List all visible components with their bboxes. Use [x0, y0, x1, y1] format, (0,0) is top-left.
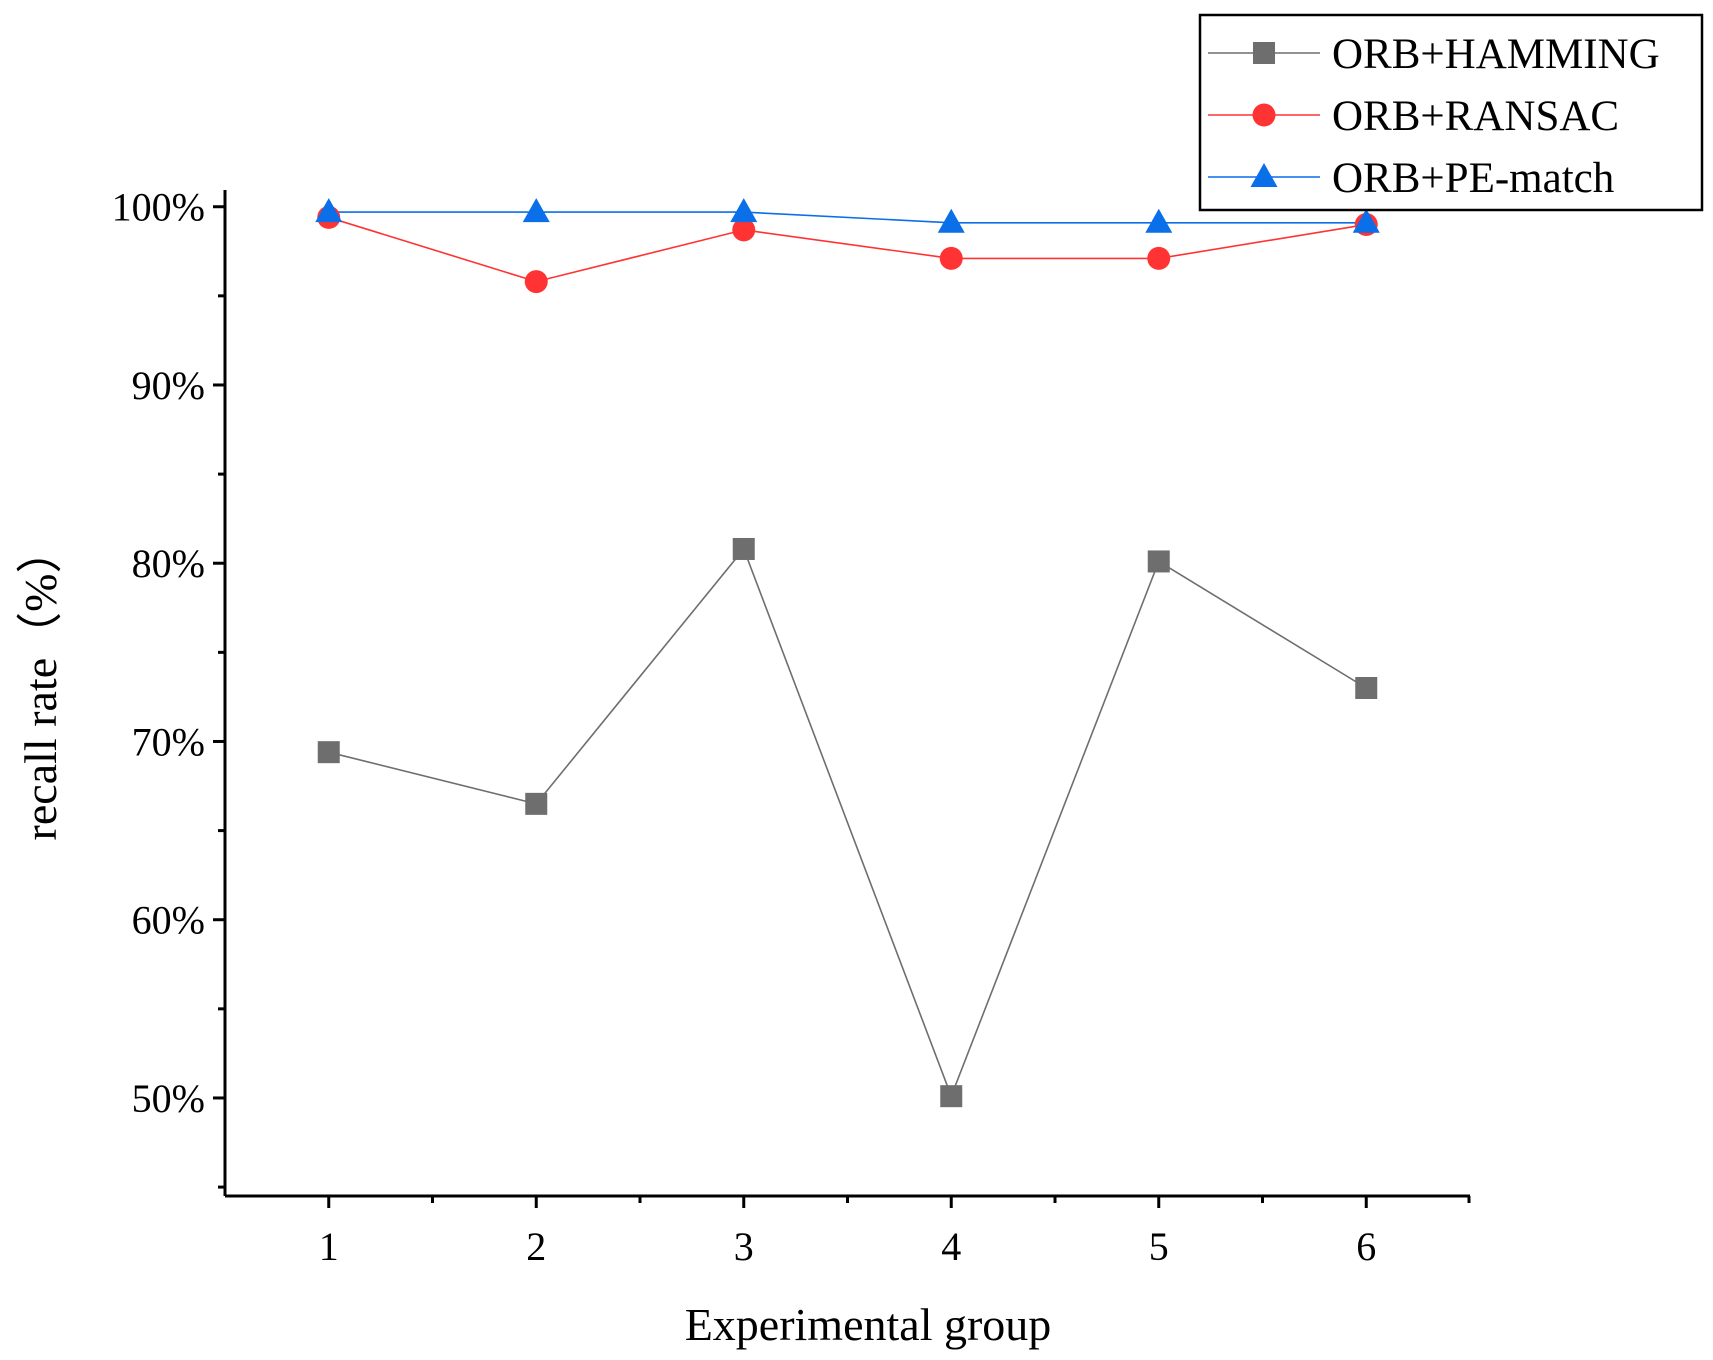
x-tick-label: 3	[734, 1224, 754, 1269]
data-point-s1-4	[940, 1085, 963, 1108]
y-axis-title: recall rate（%）	[15, 528, 66, 841]
data-point-s2-5	[1147, 246, 1171, 270]
x-tick-label: 6	[1356, 1224, 1376, 1269]
data-point-s2-2	[524, 270, 548, 294]
legend-label-1: ORB+HAMMING	[1332, 31, 1660, 78]
x-tick-label: 2	[526, 1224, 546, 1269]
x-axis-title: Experimental group	[685, 1299, 1052, 1350]
data-point-s3-6	[1352, 208, 1380, 233]
ticks: 50% 60% 70% 80% 90% 100% 1 2 3 4 5 6	[112, 185, 1471, 1269]
series-lines	[328, 211, 1367, 1099]
legend-label-3: ORB+PE-match	[1332, 155, 1614, 202]
series-line-1	[328, 547, 1367, 1099]
y-tick-label: 100%	[112, 185, 205, 230]
data-point-s3-3	[730, 198, 758, 223]
data-point-s2-3	[732, 218, 756, 242]
legend-label-2: ORB+RANSAC	[1332, 93, 1619, 140]
y-tick-label: 80%	[132, 541, 205, 586]
data-point-s1-6	[1355, 677, 1378, 699]
data-point-s3-1	[315, 198, 343, 223]
legend: ORB+HAMMING ORB+RANSAC ORB+PE-match	[1198, 13, 1704, 212]
axes	[223, 190, 1470, 1198]
data-point-s1-2	[525, 792, 548, 815]
series-markers	[315, 198, 1380, 1108]
data-point-s1-5	[1147, 550, 1170, 573]
x-tick-label: 1	[319, 1224, 339, 1269]
data-point-s1-1	[317, 741, 340, 764]
data-point-s3-2	[522, 198, 550, 223]
legend-marker-3	[1250, 163, 1278, 187]
y-tick-label: 70%	[132, 719, 205, 764]
x-tick-label: 5	[1149, 1224, 1169, 1269]
x-tick-label: 4	[941, 1224, 961, 1269]
legend-marker-2	[1252, 103, 1276, 127]
y-tick-label: 60%	[132, 898, 205, 943]
series-line-2	[328, 216, 1367, 283]
legend-marker-1	[1253, 42, 1275, 64]
data-point-s3-5	[1145, 208, 1173, 233]
y-tick-label: 90%	[132, 363, 205, 408]
data-point-s3-4	[937, 208, 965, 233]
data-point-s2-4	[939, 246, 963, 270]
data-point-s1-3	[732, 537, 755, 560]
series-line-3	[328, 211, 1367, 224]
y-tick-label: 50%	[132, 1076, 205, 1121]
